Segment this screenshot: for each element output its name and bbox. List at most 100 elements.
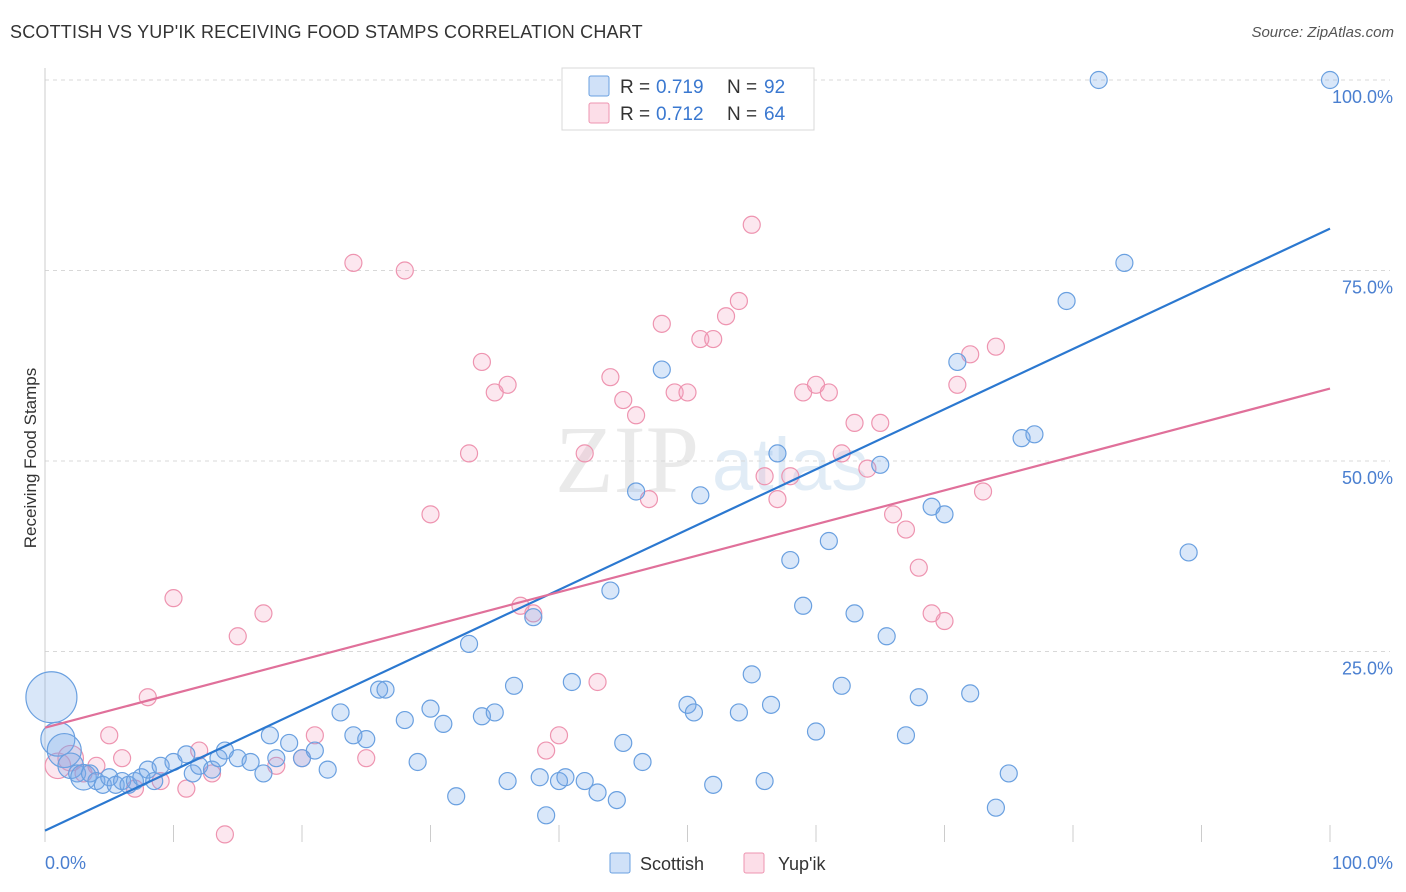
- scottish-point: [575, 771, 594, 791]
- scottish-point: [755, 771, 774, 791]
- scottish-point: [447, 787, 466, 806]
- scottish-point: [742, 665, 761, 684]
- legend-r-label-scottish: R =: [620, 77, 655, 98]
- scottish-point: [68, 764, 87, 783]
- scottish-point: [556, 768, 575, 787]
- yupik-point: [871, 413, 890, 432]
- scottish-point: [1089, 70, 1108, 90]
- yupik-point: [678, 383, 697, 402]
- scottish-point: [819, 531, 838, 551]
- yupik-point: [524, 604, 543, 623]
- scottish-point: [370, 680, 389, 699]
- yupik-point: [498, 375, 517, 394]
- scottish-point: [845, 604, 864, 623]
- yupik-point: [395, 261, 414, 280]
- scottish-point: [498, 771, 517, 791]
- legend-bottom-label-yupik: Yup'ik: [778, 854, 826, 874]
- scottish-point: [376, 680, 395, 699]
- yupik-point: [177, 779, 196, 798]
- yupik-point: [626, 406, 646, 425]
- yupik-point: [344, 253, 363, 272]
- legend-bottom-label-scottish: Scottish: [640, 854, 704, 874]
- yupik-point: [691, 329, 710, 349]
- scottish-point: [601, 581, 620, 600]
- scottish-point: [607, 790, 626, 810]
- yupik-point: [909, 558, 928, 577]
- yupik-point: [665, 383, 684, 402]
- series-legend: Scottish Yup'ik: [609, 852, 826, 874]
- scottish-point: [871, 455, 890, 474]
- yupik-point: [100, 726, 119, 745]
- yupik-point: [164, 589, 183, 608]
- yupik-point: [986, 337, 1006, 356]
- watermark-zip: ZIP: [555, 406, 699, 513]
- legend-swatch-yupik: [588, 102, 610, 124]
- yupik-point: [601, 368, 620, 387]
- stats-legend: R = 0.719 N = 92 R = 0.712 N = 64: [561, 67, 815, 131]
- scottish-point: [768, 444, 787, 463]
- yupik-point: [549, 726, 569, 745]
- scottish-point: [357, 730, 376, 749]
- yupik-point: [112, 749, 132, 768]
- scottish-point: [1025, 425, 1044, 444]
- source-label: Source: ZipAtlas.com: [1251, 24, 1394, 41]
- y-tick-label: 25.0%: [1342, 659, 1393, 679]
- yupik-point: [305, 726, 324, 745]
- scottish-point: [633, 752, 652, 772]
- scottish-point: [434, 714, 453, 733]
- scottish-point: [588, 783, 607, 802]
- yupik-point: [459, 444, 479, 463]
- legend-n-label-yupik: N =: [727, 104, 762, 125]
- scottish-point: [459, 634, 479, 653]
- axes: 25.0% 50.0% 75.0% 100.0% 0.0% 100.0%: [44, 68, 1393, 873]
- scottish-point: [1179, 543, 1198, 562]
- scottish-point: [177, 745, 196, 764]
- scottish-point: [832, 676, 851, 695]
- yupik-point: [537, 741, 556, 760]
- legend-n-value-yupik: 64: [764, 104, 786, 125]
- yupik-trendline: [44, 387, 1331, 729]
- scottish-trendline: [44, 227, 1331, 832]
- yupik-point: [421, 505, 440, 524]
- scottish-point: [40, 721, 76, 757]
- scottish-point: [909, 688, 928, 707]
- scottish-point: [896, 726, 916, 745]
- yupik-point: [588, 672, 607, 692]
- yupik-point: [973, 482, 993, 501]
- scottish-point: [80, 764, 100, 783]
- yupik-point: [948, 375, 967, 394]
- scottish-point: [761, 695, 781, 714]
- scottish-point: [421, 699, 440, 718]
- scottish-point: [691, 486, 710, 505]
- scottish-point: [408, 752, 427, 772]
- scottish-point: [537, 806, 556, 825]
- legend-bottom-swatch-yupik: [743, 852, 765, 874]
- scottish-point: [781, 550, 800, 570]
- scottish-point: [241, 752, 260, 772]
- yupik-point: [652, 314, 671, 333]
- scottish-point: [280, 733, 299, 753]
- scottish-point: [1115, 253, 1134, 272]
- yupik-point: [228, 627, 247, 646]
- scottish-point: [254, 764, 273, 783]
- chart-title: SCOTTISH VS YUP'IK RECEIVING FOOD STAMPS…: [10, 22, 643, 42]
- scottish-point: [331, 703, 350, 722]
- scottish-point: [524, 608, 543, 627]
- scottish-point: [614, 733, 633, 753]
- scottish-point: [93, 775, 112, 794]
- scottish-point: [704, 775, 723, 794]
- scottish-point: [183, 764, 202, 783]
- legend-r-value-yupik: 0.712: [656, 104, 704, 125]
- scottish-point: [267, 749, 286, 768]
- scottish-point: [684, 703, 704, 722]
- scottish-point: [25, 671, 78, 724]
- scottish-point: [202, 760, 222, 779]
- scottish-point: [948, 352, 967, 372]
- yupik-point: [819, 383, 838, 402]
- y-tick-label: 50.0%: [1342, 468, 1393, 488]
- scottish-point: [652, 360, 671, 379]
- scottish-point: [806, 722, 826, 741]
- yupik-point: [254, 604, 273, 623]
- scottish-point: [395, 710, 414, 730]
